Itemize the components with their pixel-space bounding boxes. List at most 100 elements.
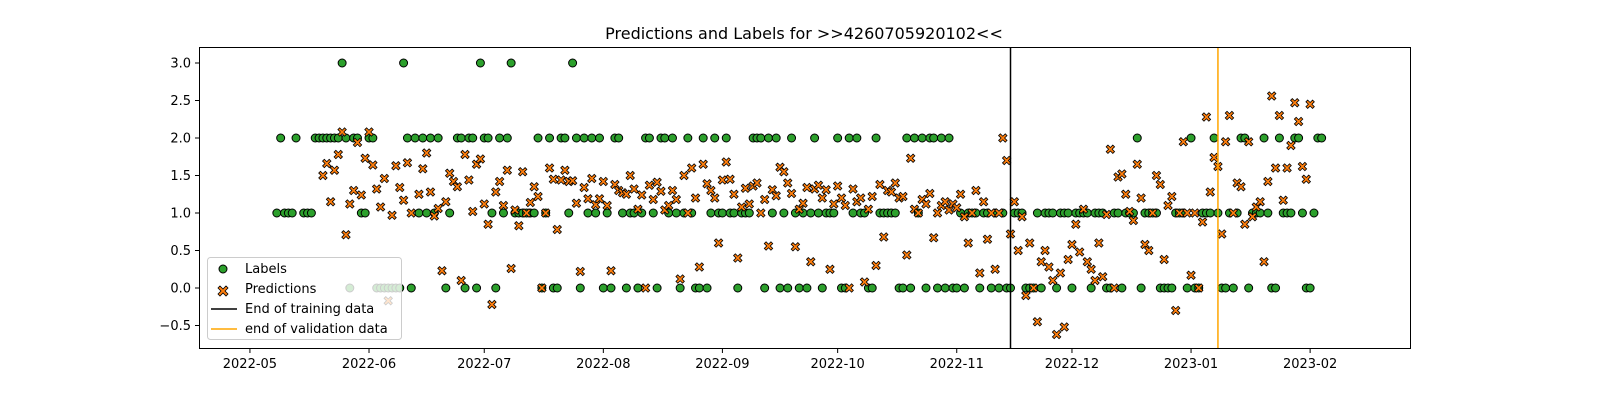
prediction-point — [502, 165, 513, 176]
prediction-point — [736, 202, 747, 212]
prediction-point — [418, 163, 428, 174]
label-point — [552, 283, 562, 293]
prediction-point — [1059, 322, 1070, 332]
prediction-point — [1132, 159, 1143, 170]
prediction-point — [679, 170, 689, 181]
label-point — [287, 208, 297, 218]
prediction-point — [1224, 110, 1235, 121]
prediction-point — [921, 199, 931, 209]
label-point — [902, 133, 912, 143]
prediction-point — [329, 165, 340, 176]
prediction-point — [1101, 209, 1112, 220]
prediction-point — [1067, 239, 1077, 250]
prediction-point — [1151, 170, 1162, 181]
prediction-point — [1021, 290, 1031, 301]
label-point — [767, 208, 777, 218]
label-point — [491, 283, 501, 293]
label-point — [483, 133, 493, 143]
prediction-point — [1082, 256, 1093, 267]
prediction-point — [1274, 110, 1285, 121]
prediction-point — [832, 181, 843, 191]
prediction-point — [379, 173, 390, 184]
label-point — [475, 58, 485, 68]
prediction-point — [905, 153, 916, 164]
prediction-point — [790, 241, 801, 252]
prediction-point — [1293, 116, 1304, 127]
prediction-point — [840, 200, 851, 211]
prediction-point — [698, 159, 708, 170]
label-point — [472, 283, 482, 293]
prediction-point — [368, 160, 378, 170]
label-point — [787, 133, 797, 143]
label-point — [306, 208, 316, 218]
label-point — [1086, 283, 1096, 293]
label-point — [1117, 283, 1127, 293]
prediction-point — [1044, 262, 1054, 272]
label-point — [794, 283, 804, 293]
prediction-point — [994, 208, 1004, 218]
label-point — [848, 208, 858, 218]
y-tick-label: 0.0 — [170, 282, 191, 297]
prediction-point — [560, 165, 570, 176]
x-tick-label: 2023-02 — [1283, 357, 1337, 372]
prediction-point — [1136, 193, 1146, 203]
label-point — [779, 208, 789, 218]
label-point — [764, 133, 774, 143]
prediction-point — [1074, 247, 1085, 257]
prediction-point — [928, 232, 939, 243]
x-tick-label: 2022-05 — [223, 357, 277, 372]
label-point — [291, 133, 301, 143]
prediction-point — [1201, 112, 1212, 122]
prediction-point — [364, 127, 374, 137]
label-point — [921, 283, 931, 293]
prediction-point — [1047, 275, 1058, 286]
label-point — [1052, 283, 1062, 293]
prediction-point — [932, 208, 943, 218]
label-point — [337, 58, 347, 68]
prediction-point — [402, 157, 413, 168]
label-point — [733, 283, 743, 293]
label-point — [744, 208, 754, 218]
prediction-point — [694, 262, 705, 272]
prediction-point — [1094, 238, 1104, 248]
label-point — [456, 133, 466, 143]
prediction-point — [863, 204, 874, 215]
prediction-point — [859, 277, 870, 287]
label-point — [1228, 283, 1238, 293]
x-tick-label: 2022-11 — [930, 357, 984, 372]
label-point — [1259, 133, 1269, 143]
label-point — [806, 208, 816, 218]
y-axis: −0.5 0.0 0.5 1.0 1.5 2.0 2.5 3.0 — [159, 57, 200, 334]
prediction-point — [437, 265, 447, 276]
label-point — [276, 133, 286, 143]
prediction-point — [1259, 256, 1269, 267]
label-point — [936, 133, 946, 143]
label-point — [783, 283, 793, 293]
prediction-point — [744, 199, 755, 209]
label-point — [929, 133, 939, 143]
prediction-point — [706, 185, 716, 196]
legend-predictions-text: Predictions — [245, 282, 317, 297]
label-point — [775, 283, 785, 293]
label-point — [944, 133, 954, 143]
label-point — [1113, 208, 1123, 218]
label-point — [702, 283, 712, 293]
prediction-point — [971, 185, 981, 196]
prediction-point — [1186, 270, 1196, 281]
label-point — [579, 133, 589, 143]
prediction-point — [556, 175, 566, 185]
y-tick-label: 3.0 — [170, 57, 191, 72]
prediction-point — [552, 224, 563, 235]
x-tick-label: 2022-08 — [576, 357, 630, 372]
prediction-point — [963, 238, 974, 248]
legend-training-text: End of training data — [245, 302, 374, 317]
y-tick-label: 0.5 — [170, 244, 191, 259]
label-point — [433, 133, 443, 143]
label-point — [909, 133, 919, 143]
label-point — [760, 283, 770, 293]
prediction-point — [1286, 140, 1296, 151]
legend-validation-text: end of validation data — [245, 322, 388, 337]
prediction-point — [1197, 217, 1208, 227]
x-tick-label: 2022-06 — [342, 357, 396, 372]
prediction-point — [583, 193, 593, 204]
